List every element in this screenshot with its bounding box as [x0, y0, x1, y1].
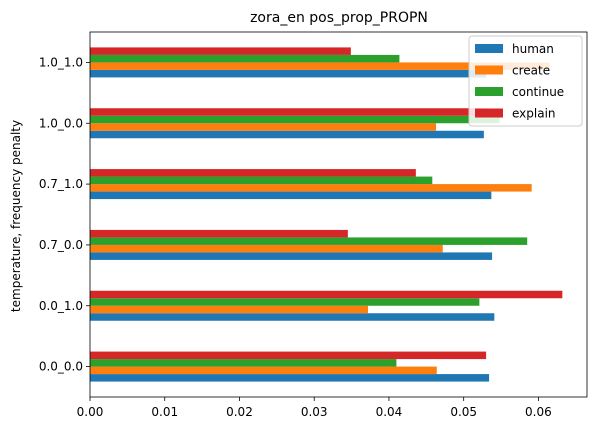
bar-human-1.0_0.0	[90, 130, 484, 139]
legend: human create continue explain	[468, 35, 583, 127]
legend-swatch-create	[475, 65, 503, 75]
bar-continue-1.0_1.0	[90, 54, 400, 63]
bar-continue-0.7_0.0	[90, 237, 528, 245]
legend-swatch-human	[475, 44, 503, 53]
bar-explain-0.0_0.0	[90, 351, 487, 360]
y-tick-label: 0.0_0.0	[39, 360, 83, 374]
legend-label-create: create	[512, 64, 550, 78]
bar-human-0.7_1.0	[90, 191, 492, 200]
bar-explain-1.0_0.0	[90, 108, 490, 116]
x-tick-label: 0.03	[301, 405, 328, 419]
y-tick-label: 1.0_0.0	[39, 116, 83, 130]
bar-create-0.7_1.0	[90, 184, 532, 192]
plot-frame	[89, 31, 588, 398]
bar-create-1.0_1.0	[90, 62, 550, 70]
legend-label-human: human	[512, 42, 554, 56]
bar-continue-1.0_0.0	[90, 115, 500, 124]
legend-label-explain: explain	[512, 107, 556, 121]
y-tick-label: 1.0_1.0	[39, 55, 83, 69]
legend-swatch-explain	[475, 108, 503, 118]
legend-box	[468, 35, 583, 127]
bar-explain-1.0_1.0	[90, 47, 351, 55]
x-tick-label: 0.06	[525, 405, 552, 419]
y-tick-label: 0.7_1.0	[39, 177, 83, 191]
bar-continue-0.0_1.0	[90, 298, 480, 306]
bar-human-0.7_0.0	[90, 252, 493, 260]
bar-continue-0.7_1.0	[90, 176, 433, 185]
bar-human-1.0_1.0	[90, 69, 487, 78]
x-tick-label: 0.01	[151, 405, 178, 419]
bars-group	[90, 47, 563, 382]
bar-continue-0.0_0.0	[90, 359, 397, 367]
bar-create-1.0_0.0	[90, 123, 437, 131]
x-tick-label: 0.05	[450, 405, 477, 419]
x-tick-label: 0.04	[376, 405, 403, 419]
chart-title: zora_en pos_prop_PROPN	[250, 10, 428, 26]
x-tick-label: 0.02	[226, 405, 253, 419]
bar-create-0.7_0.0	[90, 244, 443, 253]
bar-explain-0.7_0.0	[90, 229, 348, 238]
legend-swatch-continue	[475, 87, 503, 96]
bar-explain-0.0_1.0	[90, 290, 563, 299]
y-tick-label: 0.0_1.0	[39, 299, 83, 313]
bar-create-0.0_0.0	[90, 366, 437, 375]
x-tick-label: 0.00	[77, 405, 104, 419]
ticks-group: 0.0_0.0 0.0_1.0 0.7_0.0 0.7_1.0 1.0_0.0 1.0_1…	[39, 55, 552, 419]
bar-human-0.0_1.0	[90, 313, 495, 321]
bar-create-0.0_1.0	[90, 305, 369, 314]
y-axis-label: temperature, frequency penalty	[9, 120, 23, 312]
bar-explain-0.7_1.0	[90, 169, 416, 177]
bar-human-0.0_0.0	[90, 374, 490, 382]
legend-label-continue: continue	[512, 85, 564, 99]
y-tick-label: 0.7_0.0	[39, 238, 83, 252]
